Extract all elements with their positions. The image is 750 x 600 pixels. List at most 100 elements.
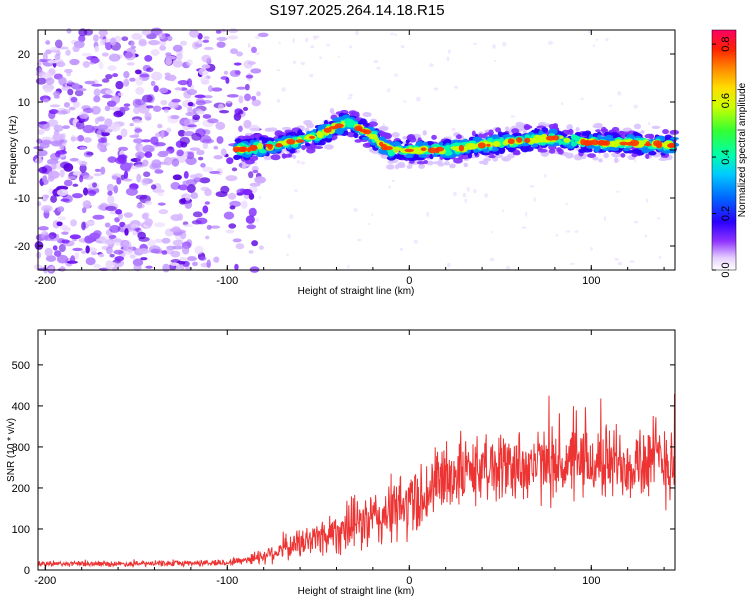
ridge-blob xyxy=(614,157,619,164)
noise-speckle xyxy=(484,193,489,198)
noise-speckle xyxy=(305,37,309,43)
noise-speckle xyxy=(286,253,289,256)
noise-blob xyxy=(150,49,160,56)
noise-blob xyxy=(123,178,133,182)
noise-speckle xyxy=(629,260,635,263)
noise-speckle xyxy=(281,87,286,92)
noise-blob xyxy=(78,34,86,43)
ridge-blob xyxy=(361,136,371,141)
noise-speckle xyxy=(493,59,497,62)
noise-blob xyxy=(234,70,241,75)
noise-blob xyxy=(59,169,65,178)
noise-blob xyxy=(229,205,236,210)
noise-blob xyxy=(49,104,61,108)
noise-speckle xyxy=(451,127,456,132)
noise-blob xyxy=(70,255,76,264)
ridge-blob xyxy=(304,142,311,147)
noise-blob xyxy=(35,77,47,85)
ridge-blob xyxy=(448,151,453,155)
ridge-blob xyxy=(655,142,663,149)
noise-blob xyxy=(226,157,234,165)
noise-blob xyxy=(148,40,160,46)
noise-blob xyxy=(90,57,100,64)
noise-blob xyxy=(121,36,129,42)
noise-speckle xyxy=(373,59,379,64)
noise-blob xyxy=(64,68,73,74)
noise-speckle xyxy=(347,97,352,100)
snr-y-tick-label: 100 xyxy=(12,524,30,536)
spectrogram-x-ticks: -200 -100 0 100 xyxy=(34,30,665,287)
noise-blob xyxy=(100,166,106,175)
ridge-blob xyxy=(481,152,491,156)
noise-speckle xyxy=(387,88,391,93)
noise-blob xyxy=(143,171,151,178)
noise-blob xyxy=(92,214,105,220)
noise-blob xyxy=(132,230,138,236)
noise-blob xyxy=(202,114,212,119)
noise-blob xyxy=(135,77,144,86)
noise-blob xyxy=(248,207,257,217)
noise-blob xyxy=(183,171,189,179)
noise-blob xyxy=(250,68,262,74)
noise-blob xyxy=(76,88,87,92)
noise-speckle xyxy=(391,179,396,183)
noise-speckle xyxy=(473,188,477,194)
noise-speckle xyxy=(492,44,496,50)
noise-speckle xyxy=(590,246,593,251)
snr-y-tick-label: 200 xyxy=(12,483,30,495)
ridge-blob xyxy=(519,146,525,150)
noise-blob xyxy=(66,28,72,34)
ridge-blob xyxy=(645,141,651,147)
noise-speckle xyxy=(400,44,405,49)
noise-blob xyxy=(152,188,165,194)
noise-speckle xyxy=(292,60,297,64)
noise-blob xyxy=(105,260,113,270)
noise-blob xyxy=(120,162,132,172)
ridge-blob xyxy=(507,138,515,145)
noise-blob xyxy=(129,123,134,127)
noise-blob xyxy=(91,83,103,87)
noise-blob xyxy=(83,28,94,36)
noise-speckle xyxy=(348,93,353,97)
ridge-blob xyxy=(513,149,521,156)
ridge-blob xyxy=(438,141,444,146)
ridge-blob xyxy=(281,126,292,131)
spec-y-tick-label: 0 xyxy=(24,145,30,157)
noise-blob xyxy=(99,39,106,46)
noise-blob xyxy=(52,245,58,251)
noise-blob xyxy=(194,245,204,255)
noise-blob xyxy=(59,144,65,151)
noise-blob xyxy=(67,88,74,96)
noise-blob xyxy=(141,212,149,220)
spec-y-tick-label: -10 xyxy=(14,193,30,205)
ridge-blob xyxy=(406,164,413,169)
noise-blob xyxy=(225,77,230,84)
noise-blob xyxy=(213,145,219,150)
noise-blob xyxy=(176,53,184,60)
noise-blob xyxy=(166,127,172,133)
noise-blob xyxy=(114,256,125,262)
noise-blob xyxy=(112,237,122,246)
noise-blob xyxy=(170,114,180,120)
noise-blob xyxy=(231,167,238,172)
noise-speckle xyxy=(502,41,507,47)
noise-blob xyxy=(41,205,53,212)
noise-blob xyxy=(167,35,173,42)
noise-blob xyxy=(105,89,114,95)
noise-blob xyxy=(107,190,113,196)
noise-blob xyxy=(202,205,209,214)
noise-blob xyxy=(133,106,141,115)
noise-blob xyxy=(101,94,114,99)
ridge-blob xyxy=(234,138,242,143)
spectrogram-y-ticks: -20 -10 0 10 20 xyxy=(14,49,675,253)
ridge-blob xyxy=(516,137,523,143)
noise-blob xyxy=(62,125,70,130)
noise-blob xyxy=(181,245,190,255)
noise-speckle xyxy=(287,233,291,239)
ridge-blob xyxy=(495,127,502,133)
noise-blob xyxy=(39,142,50,149)
noise-blob xyxy=(172,174,182,181)
colorbar-gradient xyxy=(711,29,737,271)
ridge-blob xyxy=(571,134,576,140)
